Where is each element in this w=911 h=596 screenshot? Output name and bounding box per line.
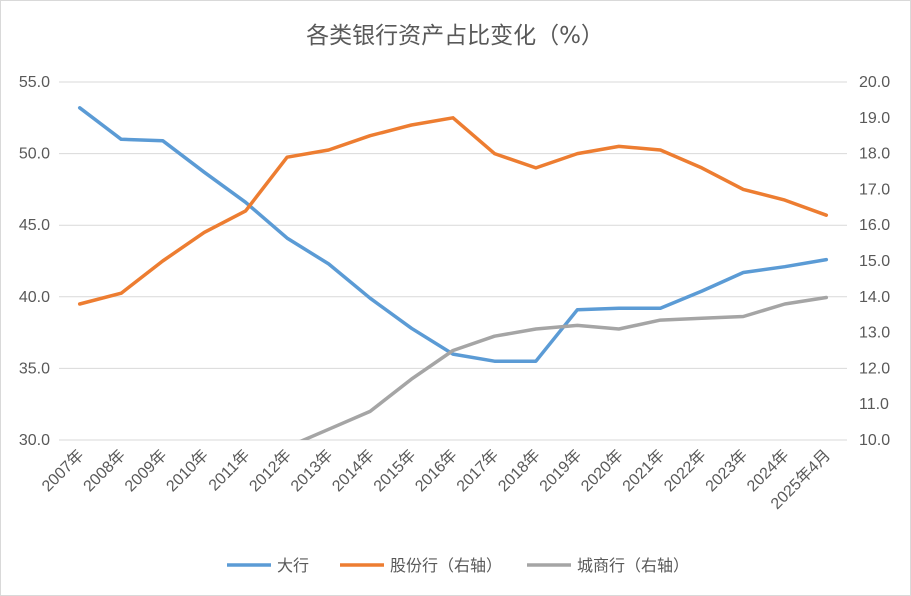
left-tick-label: 50.0	[19, 146, 50, 163]
series-lines	[77, 106, 829, 440]
right-tick-label: 19.0	[859, 110, 890, 127]
x-tick-label: 2014年	[329, 446, 378, 495]
right-tick-label: 18.0	[859, 146, 890, 163]
x-tick-label: 2021年	[619, 446, 668, 495]
series-line	[299, 295, 829, 440]
x-tick-label: 2017年	[453, 446, 502, 495]
x-tick-label: 2023年	[702, 446, 751, 495]
x-tick-label: 2011年	[205, 446, 253, 494]
x-tick-label: 2007年	[38, 446, 87, 495]
right-tick-label: 14.0	[859, 289, 890, 306]
legend-label: 城商行（右轴）	[577, 556, 689, 575]
left-tick-label: 30.0	[19, 432, 50, 449]
right-tick-label: 11.0	[859, 396, 889, 413]
x-tick-label: 2020年	[578, 446, 627, 495]
x-tick-label: 2012年	[246, 446, 295, 495]
right-tick-label: 17.0	[859, 181, 890, 198]
legend-label: 股份行（右轴）	[390, 556, 502, 575]
left-tick-label: 40.0	[19, 289, 50, 306]
x-tick-label: 2009年	[121, 446, 170, 495]
right-tick-label: 20.0	[859, 74, 890, 91]
x-tick-label: 2022年	[660, 446, 709, 495]
right-tick-label: 10.0	[859, 432, 890, 449]
x-tick-label: 2018年	[495, 446, 544, 495]
x-tick-label: 2015年	[370, 446, 419, 495]
right-tick-label: 15.0	[859, 253, 890, 270]
legend: 大行 股份行（右轴） 城商行（右轴）	[227, 556, 689, 575]
x-axis-ticks: 2007年2008年2009年2010年2011年2012年2013年2014年…	[38, 446, 834, 513]
left-tick-label: 55.0	[19, 74, 50, 91]
series-line	[77, 106, 829, 363]
left-tick-label: 45.0	[19, 217, 50, 234]
x-tick-label: 2010年	[163, 446, 212, 495]
left-axis-ticks: 30.0 35.0 40.0 45.0 50.0 55.0	[19, 74, 50, 449]
right-tick-label: 13.0	[859, 325, 890, 342]
x-tick-label: 2016年	[412, 446, 461, 495]
x-tick-label: 2013年	[287, 446, 336, 495]
right-tick-label: 16.0	[859, 217, 890, 234]
series-line	[77, 116, 829, 306]
chart-title: 各类银行资产占比变化（%）	[306, 23, 604, 49]
legend-label: 大行	[277, 556, 309, 575]
right-tick-label: 12.0	[859, 360, 890, 377]
grid-lines	[59, 81, 847, 441]
right-axis-ticks: 10.0 11.0 12.0 13.0 14.0 15.0 16.0 17.0 18.0 19.0…	[859, 74, 890, 449]
left-tick-label: 35.0	[19, 360, 50, 377]
x-tick-label: 2019年	[536, 446, 585, 495]
x-tick-label: 2008年	[80, 446, 129, 495]
